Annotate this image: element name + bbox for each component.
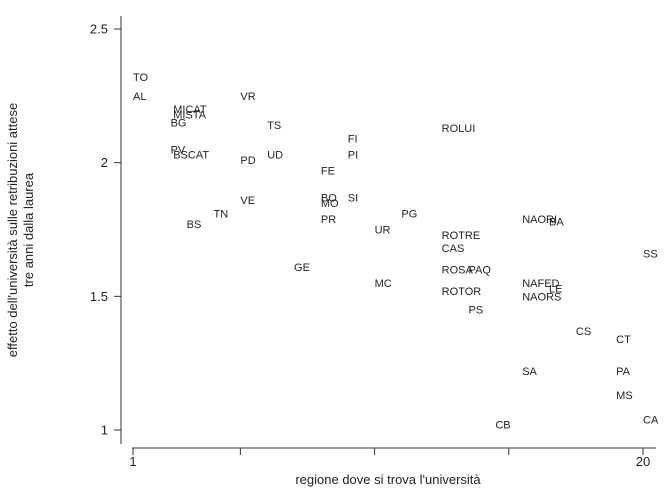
point-label-tn: TN — [214, 208, 229, 220]
point-label-mista: MISTA — [173, 110, 206, 122]
point-label-bs: BS — [187, 219, 202, 231]
point-label-rotor: ROTOR — [442, 286, 482, 298]
y-axis-title-line-1: effetto dell'università sulle retribuzio… — [5, 103, 20, 357]
point-label-ss: SS — [643, 249, 658, 261]
y-axis-title-line-2: tre anni dalla laurea — [21, 172, 36, 287]
point-label-pv: PV — [171, 144, 186, 156]
point-label-bscat: BSCAT — [173, 150, 209, 162]
point-label-fe: FE — [321, 166, 335, 178]
x-tick-label: 20 — [636, 454, 650, 469]
point-label-ct: CT — [616, 334, 631, 346]
y-tick-label: 1 — [101, 423, 108, 438]
point-label-pg: PG — [401, 208, 417, 220]
point-label-bo: BO — [321, 192, 337, 204]
point-label-al: AL — [133, 91, 146, 103]
point-label-ps: PS — [469, 305, 484, 317]
point-label-to: TO — [133, 72, 149, 84]
x-axis-title: regione dove si trova l'università — [295, 472, 481, 487]
point-label-mo: MO — [321, 198, 339, 210]
point-label-ts: TS — [267, 120, 281, 132]
point-label-cb: CB — [495, 420, 510, 432]
y-ticks: 1 1.5 2 2.5 — [90, 22, 121, 438]
point-label-nafed: NAFED — [522, 278, 559, 290]
axes — [120, 16, 656, 449]
point-label-cs: CS — [576, 326, 591, 338]
point-label-pa: PA — [616, 366, 631, 378]
point-label-rolui: ROLUI — [442, 123, 476, 135]
x-ticks: 1 20 — [129, 448, 650, 469]
y-tick-label: 1.5 — [90, 289, 108, 304]
y-tick-label: 2 — [101, 155, 108, 170]
point-label-micat: MICAT — [173, 104, 207, 116]
point-label-ve: VE — [240, 195, 255, 207]
point-label-cas: CAS — [442, 243, 465, 255]
point-label-pi: PI — [348, 150, 358, 162]
y-axis-title: effetto dell'università sulle retribuzio… — [5, 103, 36, 357]
point-label-vr: VR — [240, 91, 255, 103]
point-label-bg: BG — [171, 118, 187, 130]
point-label-ca: CA — [643, 414, 659, 426]
point-label-pr: PR — [321, 214, 336, 226]
point-label-ge: GE — [294, 262, 310, 274]
x-tick-label: 1 — [129, 454, 136, 469]
y-tick-label: 2.5 — [90, 22, 108, 37]
point-label-le: LE — [549, 283, 562, 295]
point-label-pd: PD — [240, 155, 255, 167]
point-label-mc: MC — [375, 278, 392, 290]
point-label-ms: MS — [616, 390, 633, 402]
point-label-sa: SA — [522, 366, 537, 378]
point-label-si: SI — [348, 192, 358, 204]
point-label-naori: NAORI — [522, 214, 557, 226]
point-label-paq: PAQ — [469, 265, 492, 277]
point-label-fi: FI — [348, 134, 358, 146]
point-label-naors: NAORS — [522, 291, 561, 303]
point-label-ur: UR — [375, 225, 391, 237]
point-label-rotre: ROTRE — [442, 230, 481, 242]
point-label-ba: BA — [549, 216, 564, 228]
point-label-ud: UD — [267, 150, 283, 162]
point-label-rosa: ROSA — [442, 265, 474, 277]
